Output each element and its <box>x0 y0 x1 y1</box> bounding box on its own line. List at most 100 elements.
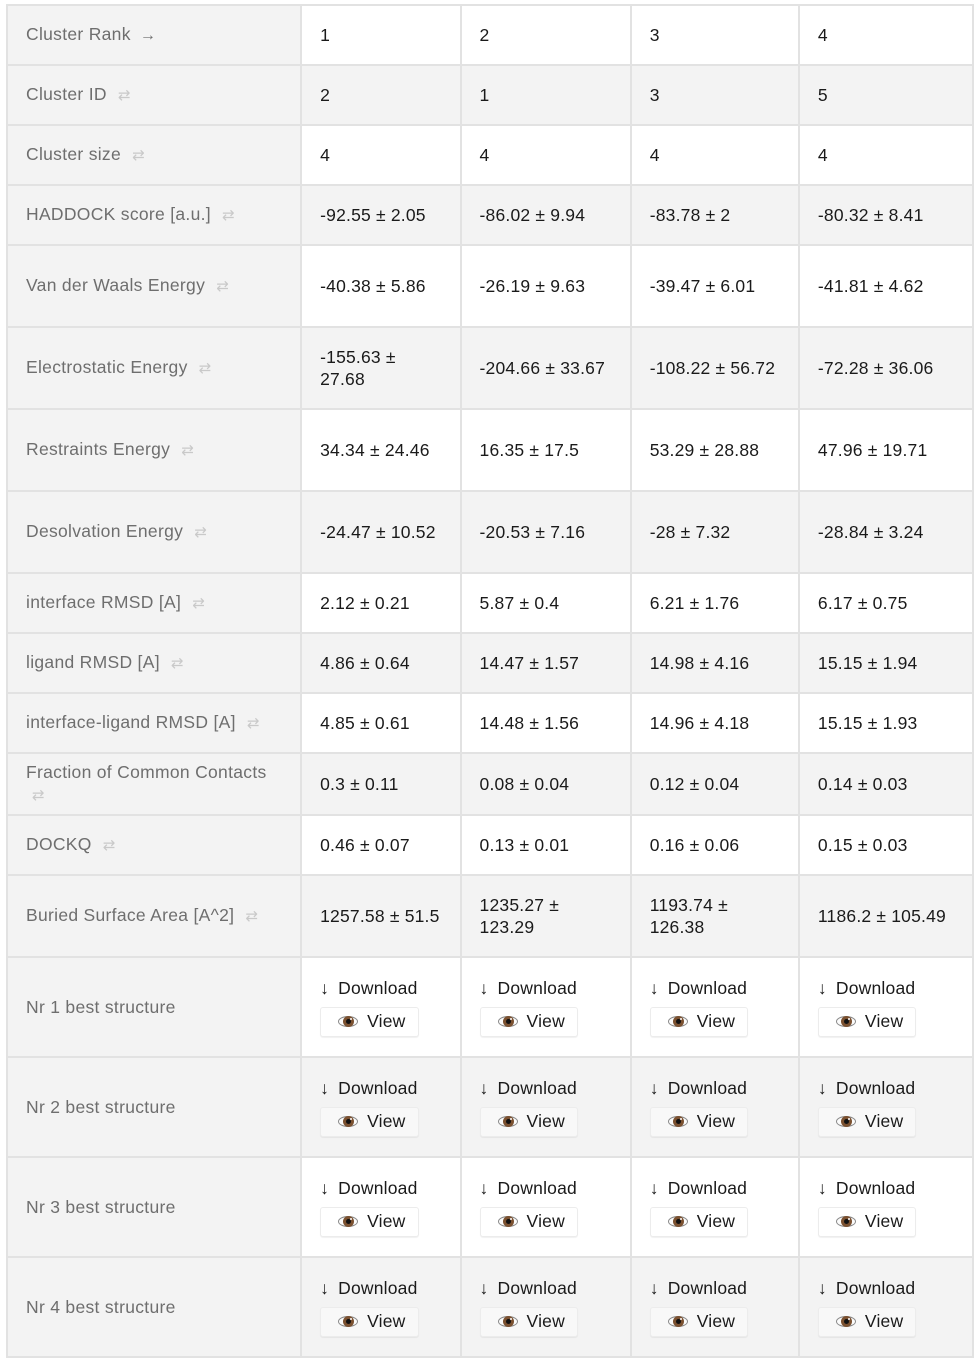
sort-toggle-icon[interactable]: ⇄ <box>132 147 146 164</box>
row-label: Cluster size <box>26 144 122 164</box>
table-cell: -40.38 ± 5.86 <box>300 244 462 328</box>
row-header-fraction-of-common-contacts[interactable]: Fraction of Common Contacts ⇄ <box>5 752 303 816</box>
download-link[interactable]: ↓ Download <box>320 977 441 999</box>
row-header-buried-surface-area-a-2[interactable]: Buried Surface Area [A^2] ⇄ <box>5 874 303 958</box>
view-button[interactable]: View <box>479 1307 578 1337</box>
view-label: View <box>526 1311 565 1331</box>
sort-toggle-icon[interactable]: ⇄ <box>198 360 212 377</box>
view-button[interactable]: View <box>817 1107 917 1137</box>
view-label: View <box>526 1011 565 1031</box>
view-button[interactable]: View <box>649 1107 749 1137</box>
view-button[interactable]: View <box>817 1007 917 1037</box>
row-header-cluster-size[interactable]: Cluster size ⇄ <box>5 124 303 186</box>
row-header-cluster-rank[interactable]: Cluster Rank → <box>5 4 303 66</box>
view-button[interactable]: View <box>320 1207 419 1237</box>
sort-toggle-icon[interactable]: ⇄ <box>245 908 259 925</box>
download-link[interactable]: ↓ Download <box>818 1077 954 1099</box>
row-header-desolvation-energy[interactable]: Desolvation Energy ⇄ <box>5 490 303 574</box>
row-header-interface-rmsd-a[interactable]: interface RMSD [A] ⇄ <box>5 572 303 634</box>
view-button[interactable]: View <box>479 1207 578 1237</box>
download-link[interactable]: ↓ Download <box>480 1177 612 1199</box>
row-label: ligand RMSD [A] <box>26 652 160 672</box>
table-cell: -26.19 ± 9.63 <box>459 244 632 328</box>
structure-actions-cell: ↓ Download View <box>629 956 800 1058</box>
eye-icon <box>337 1215 359 1228</box>
download-link[interactable]: ↓ Download <box>818 1277 954 1299</box>
row-label: Cluster ID <box>26 84 107 104</box>
download-link[interactable]: ↓ Download <box>650 1177 780 1199</box>
view-button[interactable]: View <box>649 1007 749 1037</box>
sort-toggle-icon[interactable]: ⇄ <box>216 278 230 295</box>
row-header-dockq[interactable]: DOCKQ ⇄ <box>5 814 303 876</box>
download-label: Download <box>835 1278 916 1298</box>
sort-toggle-icon[interactable]: ⇄ <box>32 787 45 804</box>
row-header-nr-2-best-structure: Nr 2 best structure <box>5 1056 303 1158</box>
view-button[interactable]: View <box>649 1307 749 1337</box>
row-header-restraints-energy[interactable]: Restraints Energy ⇄ <box>5 408 303 492</box>
row-label: DOCKQ <box>26 834 92 854</box>
download-link[interactable]: ↓ Download <box>320 1177 441 1199</box>
view-label: View <box>367 1011 406 1031</box>
sort-toggle-icon[interactable]: ⇄ <box>102 837 116 854</box>
eye-icon <box>835 1215 857 1228</box>
row-label: Buried Surface Area [A^2] <box>26 905 235 925</box>
view-label: View <box>864 1011 904 1031</box>
view-button[interactable]: View <box>479 1007 578 1037</box>
row-header-van-der-waals-energy[interactable]: Van der Waals Energy ⇄ <box>5 244 303 328</box>
structure-actions-cell: ↓ Download View <box>459 956 632 1058</box>
download-arrow-icon: ↓ <box>479 1278 489 1298</box>
view-button[interactable]: View <box>649 1207 749 1237</box>
structure-row: Nr 2 best structure ↓ Download View ↓ Downloa… <box>5 1056 974 1158</box>
sort-toggle-icon[interactable]: ⇄ <box>222 207 235 224</box>
view-button[interactable]: View <box>479 1107 578 1137</box>
download-link[interactable]: ↓ Download <box>480 1077 612 1099</box>
row-header-interface-ligand-rmsd-a[interactable]: interface-ligand RMSD [A] ⇄ <box>5 692 303 754</box>
table-cell: 0.46 ± 0.07 <box>300 814 462 876</box>
download-link[interactable]: ↓ Download <box>818 1177 954 1199</box>
download-link[interactable]: ↓ Download <box>320 1277 441 1299</box>
table-cell: 0.14 ± 0.03 <box>797 752 974 816</box>
row-header-ligand-rmsd-a[interactable]: ligand RMSD [A] ⇄ <box>5 632 303 694</box>
download-link[interactable]: ↓ Download <box>650 977 780 999</box>
view-button[interactable]: View <box>817 1307 917 1337</box>
eye-icon <box>497 1215 519 1228</box>
sort-arrow-right-icon[interactable]: → <box>139 27 157 44</box>
table-row: Restraints Energy ⇄ 34.34 ± 24.46 16.35 ± … <box>5 408 974 492</box>
table-cell: -108.22 ± 56.72 <box>629 326 800 410</box>
download-link[interactable]: ↓ Download <box>818 977 954 999</box>
view-label: View <box>696 1211 736 1231</box>
sort-toggle-icon[interactable]: ⇄ <box>194 524 208 541</box>
view-button[interactable]: View <box>320 1307 419 1337</box>
table-cell: 0.08 ± 0.04 <box>459 752 632 816</box>
row-header-electrostatic-energy[interactable]: Electrostatic Energy ⇄ <box>5 326 303 410</box>
sort-toggle-icon[interactable]: ⇄ <box>192 595 206 612</box>
sort-toggle-icon[interactable]: ⇄ <box>181 442 195 459</box>
download-link[interactable]: ↓ Download <box>320 1077 441 1099</box>
download-arrow-icon: ↓ <box>649 1078 659 1098</box>
table-cell: 1193.74 ± 126.38 <box>629 874 800 958</box>
download-link[interactable]: ↓ Download <box>650 1277 780 1299</box>
download-label: Download <box>338 1178 418 1198</box>
eye-icon <box>667 1015 689 1028</box>
view-label: View <box>864 1311 904 1331</box>
download-link[interactable]: ↓ Download <box>480 977 612 999</box>
view-button[interactable]: View <box>817 1207 917 1237</box>
download-arrow-icon: ↓ <box>817 1278 827 1298</box>
download-link[interactable]: ↓ Download <box>480 1277 612 1299</box>
table-cell: 14.96 ± 4.18 <box>629 692 800 754</box>
sort-toggle-icon[interactable]: ⇄ <box>171 655 184 672</box>
sort-toggle-icon[interactable]: ⇄ <box>246 715 260 732</box>
table-cell: -28 ± 7.32 <box>629 490 800 574</box>
row-header-haddock-score-a-u[interactable]: HADDOCK score [a.u.] ⇄ <box>5 184 303 246</box>
view-label: View <box>367 1111 406 1131</box>
table-cell: 14.98 ± 4.16 <box>629 632 800 694</box>
table-cell: -83.78 ± 2 <box>629 184 800 246</box>
download-label: Download <box>338 1278 418 1298</box>
download-arrow-icon: ↓ <box>479 978 489 998</box>
view-button[interactable]: View <box>320 1007 419 1037</box>
view-button[interactable]: View <box>320 1107 419 1137</box>
download-link[interactable]: ↓ Download <box>650 1077 780 1099</box>
row-header-cluster-id[interactable]: Cluster ID ⇄ <box>5 64 303 126</box>
view-label: View <box>696 1311 736 1331</box>
sort-toggle-icon[interactable]: ⇄ <box>117 87 131 104</box>
